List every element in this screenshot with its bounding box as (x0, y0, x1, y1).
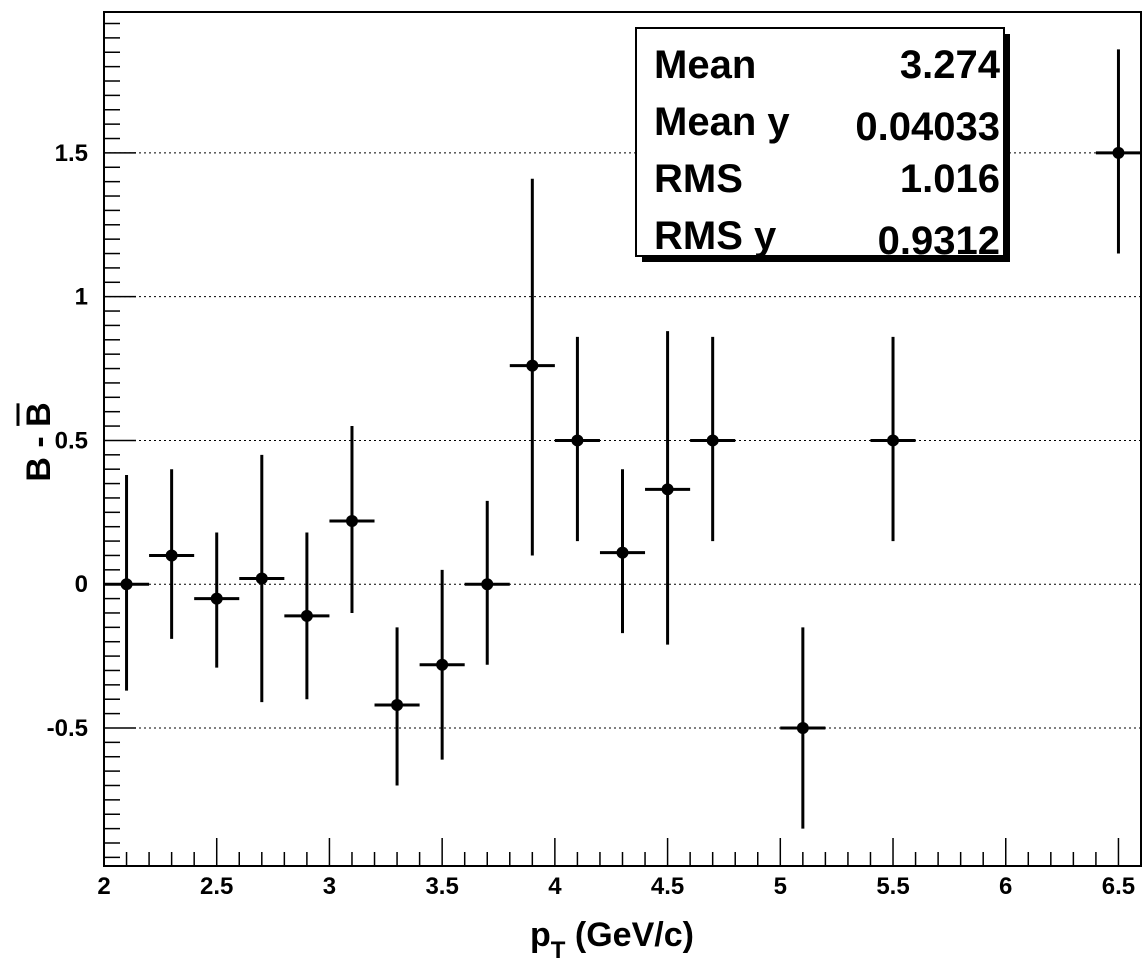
data-marker (300, 609, 313, 622)
data-point (780, 627, 826, 829)
x-tick-label: 6 (999, 873, 1012, 900)
data-marker (165, 549, 178, 562)
data-point (509, 178, 555, 556)
stats-value: 0.04033 (855, 105, 1000, 149)
x-axis-title-unit: (GeV/c) (565, 916, 693, 954)
y-tick-label: 1.5 (55, 140, 88, 167)
x-tick-label: 6.5 (1102, 873, 1135, 900)
minor-ticks (104, 22, 1142, 866)
data-marker (391, 698, 404, 711)
data-point (149, 469, 195, 639)
data-marker (210, 592, 223, 605)
y-tick-label: 0 (75, 571, 88, 598)
y-tick-label: 1 (75, 284, 88, 311)
x-tick-label: 5 (774, 873, 787, 900)
data-marker (120, 578, 133, 591)
data-points (104, 49, 1141, 829)
x-tick-labels: 2 2.5 3 3.5 4 4.5 5 5.5 6 6.5 (97, 873, 1135, 900)
x-axis-title: pT (GeV/c) (530, 916, 694, 959)
data-marker (255, 572, 268, 585)
x-tick-label: 2 (97, 873, 110, 900)
data-point (1095, 49, 1141, 254)
x-tick-label: 3.5 (425, 873, 458, 900)
stats-rows: Mean 3.274 Mean y 0.04033 RMS 1.016 RMS y 0.931… (654, 43, 1001, 263)
data-point (645, 331, 691, 645)
data-marker (345, 514, 358, 527)
y-tick-label: -0.5 (47, 715, 88, 742)
data-marker (796, 721, 809, 734)
stats-label: Mean y (654, 100, 790, 144)
data-point (284, 532, 330, 700)
data-point (464, 500, 510, 665)
stats-value: 1.016 (900, 157, 1000, 201)
stats-label: RMS (654, 157, 743, 201)
x-tick-label: 4.5 (651, 873, 684, 900)
stats-value: 0.9312 (878, 219, 1000, 263)
y-axis-title-group: B - B (16, 402, 58, 482)
data-marker (887, 434, 900, 447)
data-point (104, 474, 150, 691)
data-point (239, 454, 285, 703)
x-axis-title-subscript: T (551, 937, 566, 959)
data-point (599, 469, 646, 634)
y-tick-labels: -0.5 0 0.5 1 1.5 (47, 140, 88, 742)
data-point (554, 336, 600, 542)
data-marker (661, 483, 674, 496)
stats-label: RMS y (654, 214, 777, 258)
data-point (329, 426, 375, 613)
data-point (419, 569, 465, 760)
data-point (690, 336, 736, 542)
data-marker (571, 434, 584, 447)
stats-label: Mean (654, 43, 756, 87)
stats-value: 3.274 (900, 43, 1001, 87)
data-marker (616, 546, 629, 559)
data-point (374, 627, 420, 786)
x-tick-label: 5.5 (876, 873, 909, 900)
stats-box: Mean 3.274 Mean y 0.04033 RMS 1.016 RMS y 0.931… (635, 27, 1010, 263)
data-marker (526, 359, 539, 372)
x-tick-label: 2.5 (200, 873, 233, 900)
data-point (194, 532, 240, 668)
data-marker (1112, 146, 1125, 159)
data-marker (436, 658, 449, 671)
x-tick-label: 4 (548, 873, 562, 900)
data-marker (481, 578, 494, 591)
stats-box-frame (635, 27, 1005, 257)
data-marker (706, 434, 719, 447)
y-axis-title: B - B (20, 402, 58, 481)
plot-frame (103, 11, 1142, 867)
y-tick-label: 0.5 (55, 427, 88, 454)
x-axis-title-main: p (530, 916, 551, 954)
x-tick-label: 3 (323, 873, 336, 900)
data-point (870, 336, 916, 542)
